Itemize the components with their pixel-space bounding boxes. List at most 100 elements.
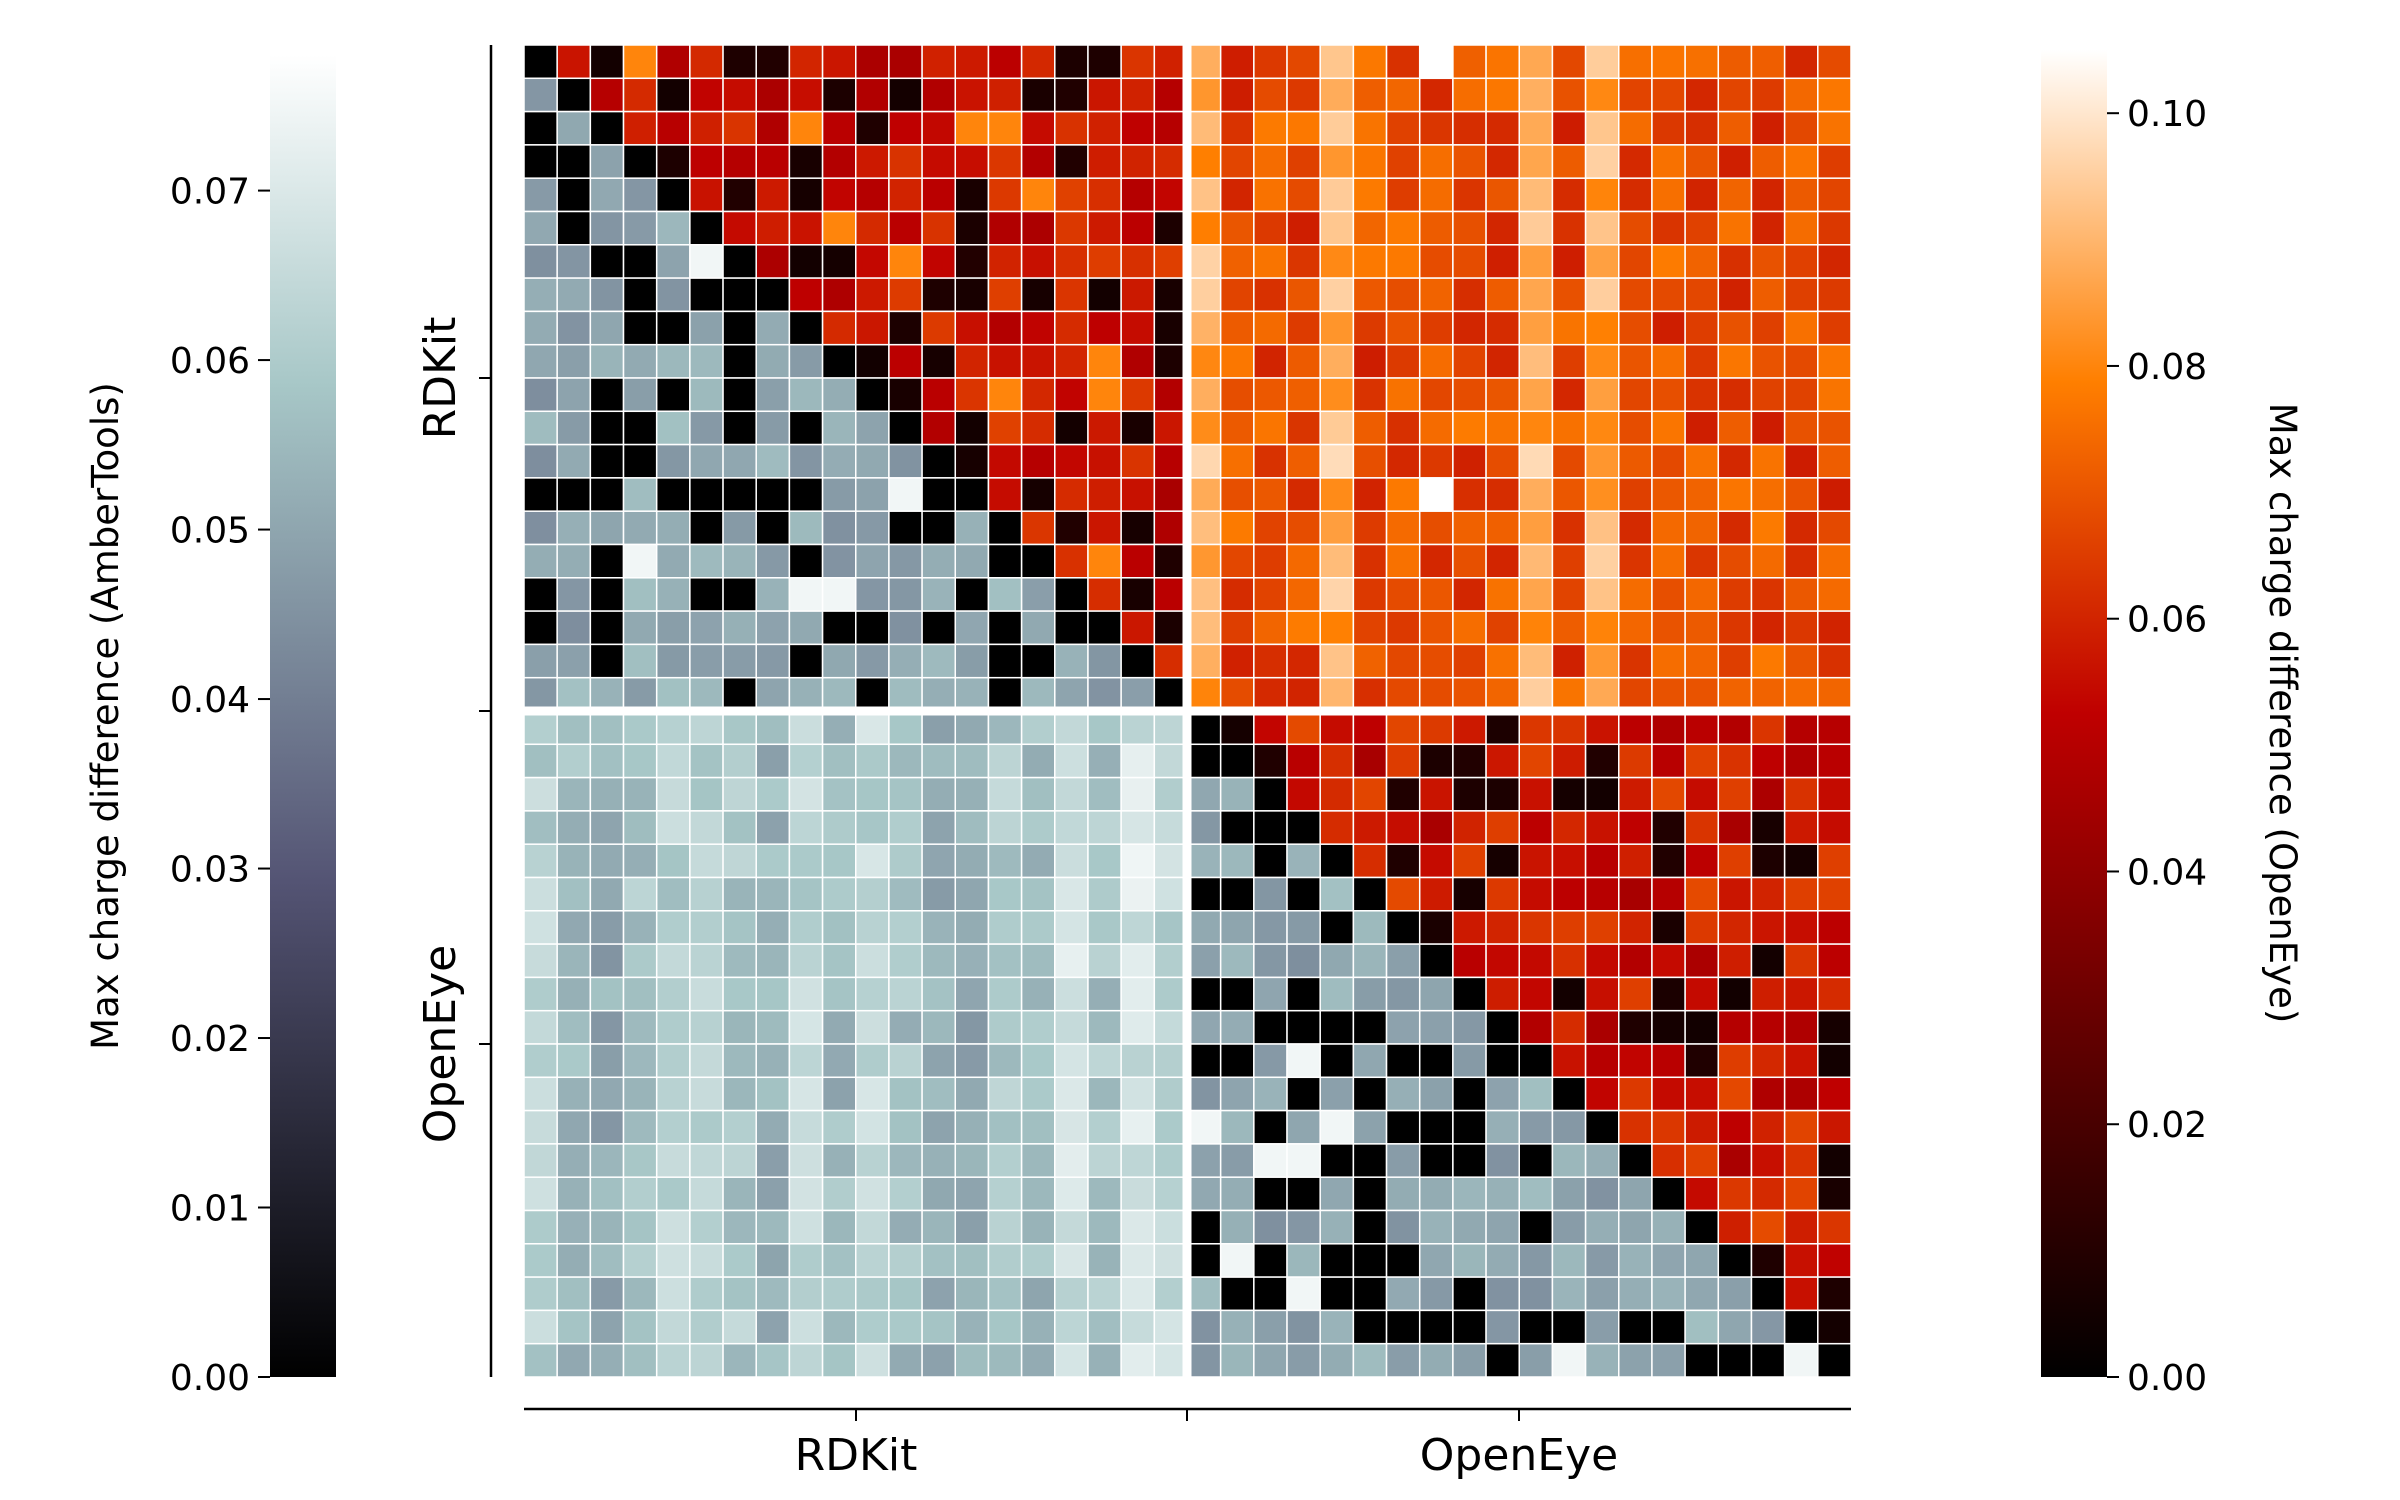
heatmap-cell [821,443,857,479]
heatmap-cell [1684,543,1720,579]
colorbar-tick-label: 0.04 [2127,852,2207,893]
heatmap-cell [1385,177,1421,213]
heatmap-cell [589,443,625,479]
heatmap-cell [1717,976,1753,1012]
heatmap-cell [1783,976,1819,1012]
heatmap-cell [855,177,890,213]
heatmap-cell [1054,244,1089,279]
heatmap-cell [1352,410,1388,446]
heatmap-cell [1684,1276,1720,1312]
heatmap-cell [523,1076,558,1112]
heatmap-cell [1584,1109,1620,1145]
heatmap-cell [722,810,757,845]
heatmap-cell [1551,876,1587,912]
heatmap-cell [755,610,791,646]
heatmap-cell [589,1342,625,1378]
heatmap-cell [523,776,558,812]
heatmap-cell [1087,1243,1122,1278]
heatmap-cell [1020,1209,1056,1245]
heatmap-cell [821,510,857,546]
heatmap-cell [689,77,724,113]
heatmap-cell [1750,377,1786,413]
heatmap-cell [1087,510,1122,546]
heatmap-cell [1253,77,1288,113]
heatmap-cell [1087,310,1122,346]
heatmap-cell [1120,1209,1156,1245]
heatmap-cell [1485,810,1520,845]
heatmap-cell [689,177,724,213]
heatmap-cell [1054,1009,1089,1045]
heatmap-cell [1717,610,1753,646]
heatmap-cell [1584,710,1620,746]
heatmap-cell [1120,144,1156,179]
heatmap-cell [1186,876,1222,912]
heatmap-cell [987,1309,1023,1345]
heatmap-cell [1186,1309,1222,1345]
heatmap-cell [1219,543,1255,579]
heatmap-cell [1452,44,1487,80]
heatmap-cell [1253,743,1288,779]
heatmap-cell [556,310,592,346]
heatmap-cell [1750,1276,1786,1312]
heatmap-cell [1385,810,1421,845]
heatmap-cell [855,610,890,646]
heatmap-cell [1319,110,1355,146]
heatmap-cell [1783,377,1819,413]
heatmap-cell [1418,44,1454,80]
heatmap-cell [1684,1076,1720,1112]
heatmap-cell [655,643,691,679]
heatmap-cell [722,1209,757,1245]
heatmap-cell [1319,1209,1355,1245]
heatmap-cell [1186,710,1222,746]
heatmap-cell [523,976,558,1012]
heatmap-cell [1020,443,1056,479]
colorbar-tick-label: 0.06 [170,341,250,382]
heatmap-cell [1485,676,1520,712]
heatmap-cell [954,310,990,346]
heatmap-cell [1684,943,1720,979]
heatmap-cell [987,110,1023,146]
heatmap-cell [1186,244,1222,279]
heatmap-cell [1618,843,1653,879]
heatmap-cell [523,77,558,113]
heatmap-cell [1717,676,1753,712]
heatmap-cell [689,44,724,80]
heatmap-cell [1518,110,1554,146]
heatmap-cell [1817,343,1852,379]
heatmap-cell [821,1309,857,1345]
heatmap-cell [1817,277,1852,313]
heatmap-cell [722,710,757,746]
heatmap-cell [622,710,658,746]
heatmap-cell [556,377,592,413]
heatmap-cell [1452,676,1487,712]
heatmap-cell [855,1109,890,1145]
heatmap-cell [1618,177,1653,213]
heatmap-cell [1584,343,1620,379]
heatmap-cell [556,1109,592,1145]
heatmap-cell [1584,1309,1620,1345]
heatmap-cell [1717,1109,1753,1145]
heatmap-cell [1717,510,1753,546]
heatmap-cell [622,277,658,313]
heatmap-cell [1717,1176,1753,1212]
heatmap-cell [1717,643,1753,679]
heatmap-cell [655,343,691,379]
heatmap-cell [1054,743,1089,779]
heatmap-cell [1054,577,1089,612]
heatmap-cell [888,1109,923,1145]
heatmap-cell [1551,1309,1587,1345]
heatmap-cell [1153,510,1189,546]
heatmap-cell [788,1243,824,1278]
heatmap-cell [1120,110,1156,146]
heatmap-cell [1452,377,1487,413]
heatmap-cell [689,1342,724,1378]
heatmap-cell [655,277,691,313]
heatmap-cell [1817,943,1852,979]
heatmap-cell [689,144,724,179]
heatmap-cell [523,244,558,279]
heatmap-cell [755,77,791,113]
heatmap-cell [556,1176,592,1212]
heatmap-cell [1319,910,1355,945]
heatmap-cell [1054,77,1089,113]
heatmap-cell [987,343,1023,379]
